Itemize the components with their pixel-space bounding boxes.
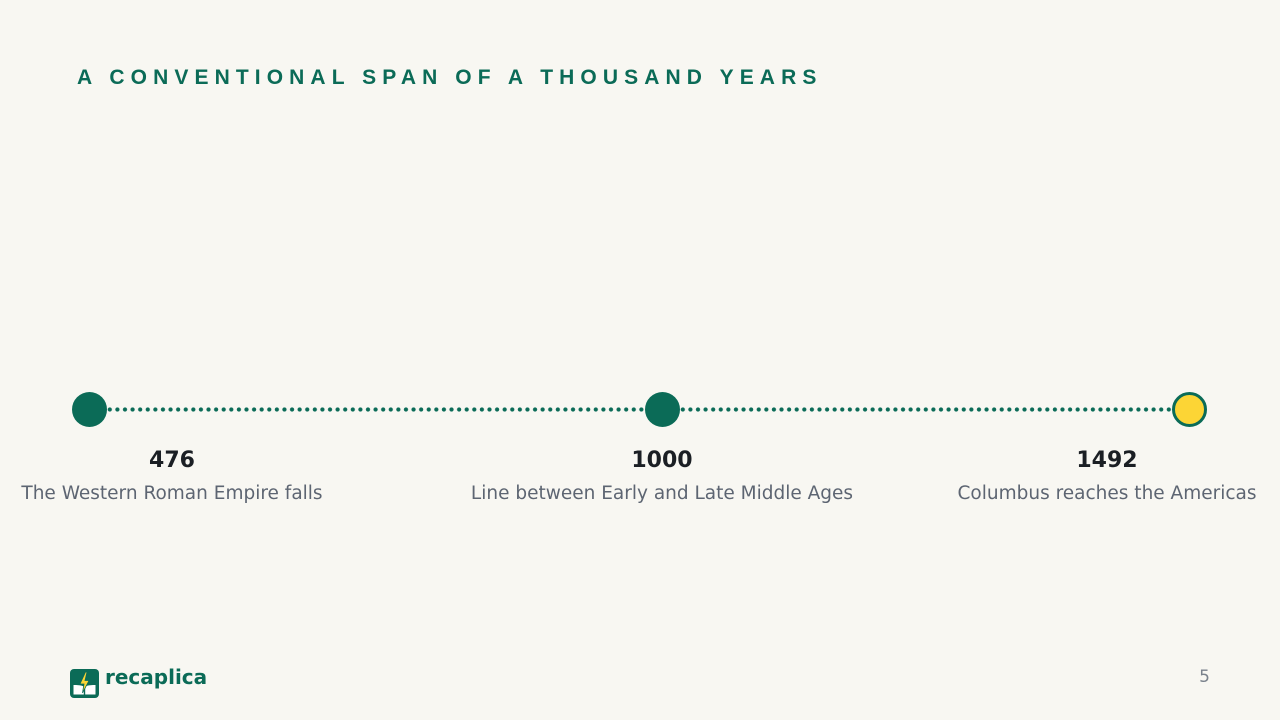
brand-logo: recaplica [70, 665, 208, 700]
timeline-event: 476 The Western Roman Empire falls [0, 447, 372, 506]
event-year: 1492 [1076, 448, 1138, 473]
event-description: Line between Early and Late Middle Ages [470, 483, 854, 504]
event-description: Columbus reaches the Americas [957, 483, 1257, 504]
event-description: The Western Roman Empire falls [21, 483, 323, 504]
timeline-marker-476 [72, 392, 107, 427]
timeline-dotted-connector [106, 407, 645, 412]
timeline-event: 1000 Line between Early and Late Middle … [462, 447, 862, 506]
event-year: 1000 [631, 448, 693, 473]
slide-title: A CONVENTIONAL SPAN OF A THOUSAND YEARS [77, 66, 823, 89]
event-year: 476 [149, 448, 195, 473]
brand-name: recaplica [105, 665, 208, 689]
timeline-marker-1492 [1172, 392, 1207, 427]
book-lightning-logo-icon [70, 668, 99, 698]
page-number: 5 [1199, 667, 1210, 687]
timeline-marker-1000 [645, 392, 680, 427]
timeline-dotted-connector [679, 407, 1173, 412]
timeline-event: 1492 Columbus reaches the Americas [907, 447, 1280, 506]
